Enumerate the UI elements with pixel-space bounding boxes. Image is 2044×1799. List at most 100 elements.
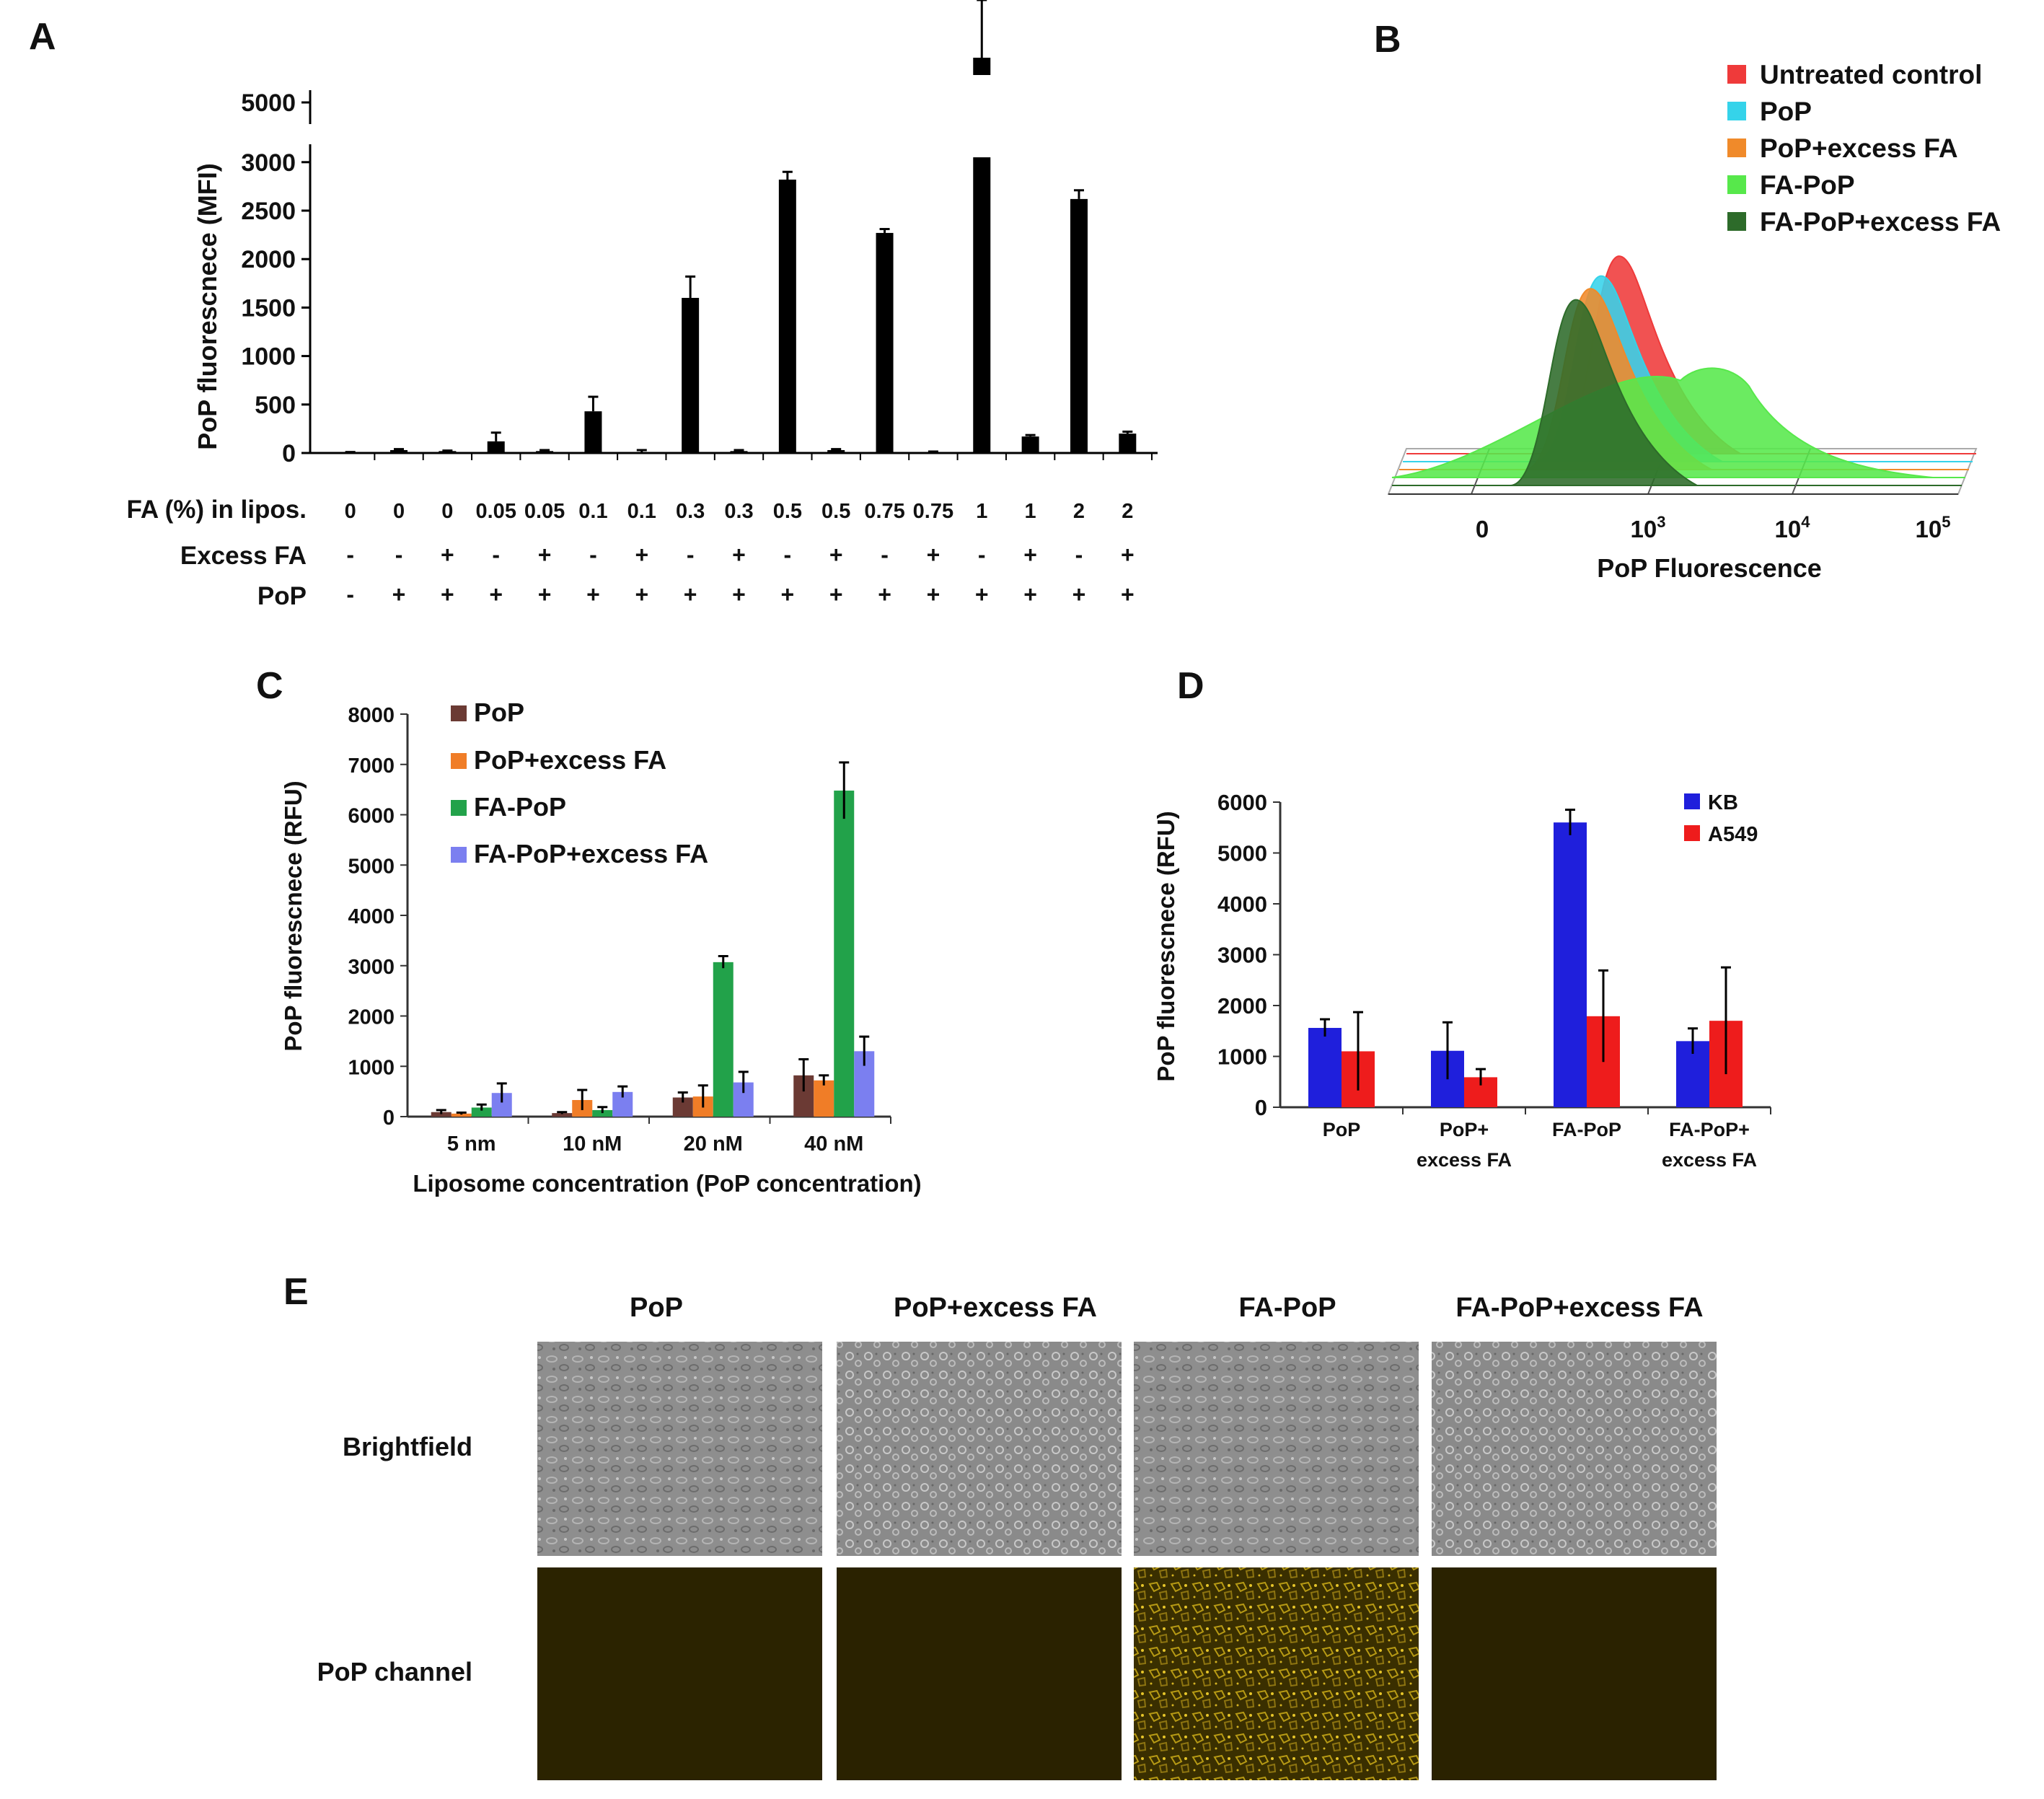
- panel-a-excess-sign: +: [927, 542, 940, 568]
- panel-b-xlabel: PoP Fluorescence: [1597, 553, 1821, 583]
- panel-b-legend-label: PoP+excess FA: [1760, 133, 1958, 163]
- panel-a-excess-sign: +: [1121, 542, 1135, 568]
- panel-e-label: E: [283, 1271, 309, 1313]
- panel-c-bar-fa-pop: [471, 1107, 492, 1117]
- panel-d-legend-label: A549: [1708, 823, 1758, 846]
- panel-a-fa-value: 0.5: [773, 500, 802, 523]
- histogram-fa-pop-excess-fa: [1510, 299, 1698, 486]
- panel-a-fa-value: 0.75: [864, 500, 904, 523]
- panel-d-category-label: FA-PoP+: [1669, 1119, 1750, 1140]
- panel-c-bar-fa-pop: [592, 1109, 613, 1117]
- panel-a-excess-sign: +: [441, 542, 454, 568]
- panel-c-bar-pop-excess-fa: [451, 1113, 472, 1117]
- panel-d-bar-kb: [1554, 822, 1587, 1107]
- panel-a-pop-sign: +: [975, 581, 989, 607]
- panel-a-chart: PoP fluorescnece (MFI) 05001000150020002…: [126, 0, 1158, 610]
- pop-channel-image-pop: [537, 1567, 822, 1780]
- panel-d-ytick-label: 0: [1255, 1095, 1267, 1120]
- panel-a-bar: [536, 451, 554, 453]
- panel-a-pop-sign: +: [829, 581, 843, 607]
- panel-d-category-label: excess FA: [1662, 1149, 1757, 1171]
- panel-c-bar-fa-pop: [713, 962, 734, 1117]
- panel-d-legend-swatch: [1684, 825, 1700, 841]
- panel-a-bar: [1021, 436, 1039, 453]
- panel-c-legend-label: PoP+excess FA: [474, 745, 666, 775]
- panel-a-pop-sign: +: [732, 581, 746, 607]
- panel-a-ytick-label: 500: [255, 392, 296, 419]
- panel-a-bar: [584, 411, 602, 453]
- panel-b-xtick-label: 0: [1476, 516, 1489, 542]
- panel-b-legend-swatch: [1727, 65, 1746, 84]
- panel-a-row-label-excess: Excess FA: [180, 542, 307, 570]
- panel-c-ytick-label: 7000: [348, 755, 395, 778]
- panel-d-chart: PoP fluorescnece (RFU) 0 1000 2000 3000 4000…: [1153, 790, 1771, 1171]
- panel-a-excess-sign: +: [829, 542, 843, 568]
- panel-a-fa-value: 0: [393, 500, 405, 523]
- brightfield-image-fapop-excess: [1432, 1342, 1717, 1556]
- panel-a-pop-sign: +: [927, 581, 940, 607]
- brightfield-image-fapop: [1134, 1342, 1419, 1556]
- panel-e-col-fapop-excess: FA-PoP+excess FA: [1455, 1293, 1703, 1323]
- panel-b-legend-swatch: [1727, 102, 1746, 120]
- panel-c-category-label: 40 nM: [804, 1132, 863, 1156]
- panel-d-bar-kb: [1308, 1028, 1342, 1107]
- panel-a-pop-sign: -: [346, 581, 354, 607]
- panel-b-legend-label: Untreated control: [1760, 60, 1982, 89]
- panel-a-bar-broken-top: [973, 58, 991, 75]
- panel-a-bar: [390, 449, 408, 453]
- panel-a-fa-value: 0.1: [627, 500, 656, 523]
- panel-a-bar: [487, 441, 505, 453]
- panel-d-category-label: FA-PoP: [1552, 1119, 1621, 1140]
- panel-a-row-label-fa: FA (%) in lipos.: [126, 496, 307, 524]
- panel-b-xtick-label: 104: [1775, 513, 1811, 542]
- panel-d-ytick-label: 4000: [1217, 892, 1267, 917]
- panel-c-bar-pop: [552, 1113, 573, 1117]
- panel-e-micrographs: PoP PoP+excess FA FA-PoP FA-PoP+excess F…: [317, 1293, 1717, 1780]
- panel-a-fa-value: 0: [345, 500, 356, 523]
- panel-a-fa-value: 0.3: [676, 500, 705, 523]
- panel-a-excess-sign: +: [538, 542, 552, 568]
- panel-c-ytick-label: 0: [383, 1107, 395, 1130]
- panel-b-legend-label: PoP: [1760, 97, 1812, 126]
- panel-c-ytick-label: 3000: [348, 956, 395, 979]
- panel-d-ytick-label: 2000: [1217, 993, 1267, 1019]
- panel-c-xlabel: Liposome concentration (PoP concentratio…: [413, 1170, 921, 1197]
- panel-d-category-label: excess FA: [1417, 1149, 1512, 1171]
- panel-a-bar: [778, 179, 796, 453]
- panel-a-fa-value: 0.05: [476, 500, 516, 523]
- panel-a-fa-value: 0.05: [524, 500, 565, 523]
- panel-a-pop-sign: +: [635, 581, 648, 607]
- panel-b-legend-label: FA-PoP+excess FA: [1760, 207, 2001, 237]
- panel-d-legend-label: KB: [1708, 791, 1738, 814]
- panel-c-chart: PoP fluorescnece (RFU) Liposome concentr…: [280, 698, 922, 1197]
- panel-a-ytick-label: 5000: [241, 89, 296, 117]
- panel-a-row-label-pop: PoP: [257, 582, 307, 610]
- panel-d-ytick-label: 1000: [1217, 1044, 1267, 1070]
- panel-a-fa-value: 0.1: [578, 500, 607, 523]
- panel-a-pop-sign: +: [781, 581, 795, 607]
- panel-a-pop-sign: +: [1121, 581, 1135, 607]
- panel-a-excess-sign: -: [784, 542, 792, 568]
- panel-a-excess-sign: +: [635, 542, 648, 568]
- panel-a-excess-sign: +: [732, 542, 746, 568]
- panel-b-histogram: 0 103 104 105 PoP Fluorescence Untreated cont…: [1387, 60, 2001, 583]
- panel-a-bar: [1119, 434, 1137, 453]
- panel-a-ytick-label: 2500: [241, 198, 296, 225]
- panel-a-fa-value: 1: [1025, 500, 1036, 523]
- panel-a-excess-sign: -: [881, 542, 889, 568]
- panel-a-pop-sign: +: [1072, 581, 1086, 607]
- panel-a-fa-value: 0.75: [913, 500, 953, 523]
- pop-channel-image-pop-excess: [837, 1567, 1122, 1780]
- panel-c-legend-swatch: [451, 753, 467, 769]
- panel-a-ylabel: PoP fluorescnece (MFI): [193, 163, 222, 449]
- panel-a-ytick-label: 2000: [241, 246, 296, 273]
- panel-a-bar: [730, 451, 748, 453]
- panel-e-row-pop-channel: PoP channel: [317, 1657, 472, 1686]
- panel-a-fa-value: 0.3: [724, 500, 753, 523]
- panel-a-pop-sign: +: [538, 581, 552, 607]
- panel-a-pop-sign: +: [441, 581, 454, 607]
- panel-e-col-pop-excess: PoP+excess FA: [894, 1293, 1097, 1323]
- panel-e-col-pop: PoP: [630, 1293, 683, 1323]
- panel-d-label: D: [1177, 665, 1204, 707]
